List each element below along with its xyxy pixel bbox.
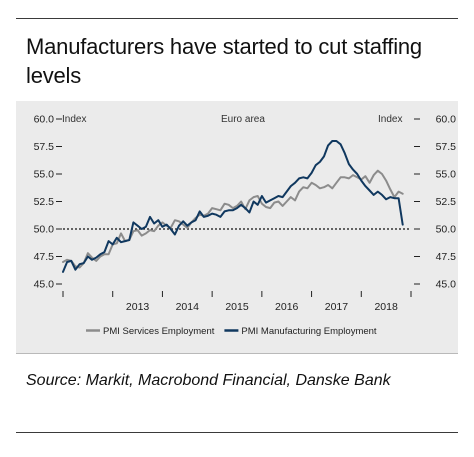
source-rule <box>16 353 458 354</box>
x-tick-label: 2018 <box>374 301 398 313</box>
x-tick-label: 2015 <box>225 301 249 313</box>
chart-subtitle: Euro area <box>221 114 265 125</box>
y-tick-right-label: 45.0 <box>436 279 457 291</box>
chart-panel <box>16 101 458 353</box>
y-tick-left-label: 55.0 <box>34 169 55 181</box>
bottom-rule <box>16 432 458 433</box>
x-tick-label: 2017 <box>325 301 349 313</box>
chart-title: Manufacturers have started to cut staffi… <box>26 34 422 88</box>
y-tick-left-label: 45.0 <box>34 279 55 291</box>
right-axis-label: Index <box>378 114 402 125</box>
legend-label-services: PMI Services Employment <box>103 326 215 337</box>
y-tick-right-label: 50.0 <box>436 224 457 236</box>
legend-label-manufacturing: PMI Manufacturing Employment <box>241 326 377 337</box>
x-tick-label: 2014 <box>176 301 200 313</box>
y-tick-right-label: 47.5 <box>436 251 457 263</box>
y-tick-right-label: 52.5 <box>436 196 457 208</box>
y-tick-left-label: 47.5 <box>34 251 55 263</box>
y-tick-right-label: 57.5 <box>436 141 457 153</box>
x-tick-label: 2016 <box>275 301 299 313</box>
left-axis-label: Index <box>62 114 86 125</box>
top-rule <box>16 18 458 19</box>
y-tick-left-label: 50.0 <box>34 224 55 236</box>
x-tick-label: 2013 <box>126 301 150 313</box>
series-line-services <box>62 169 404 269</box>
line-chart: 60.0 57.5 55.0 52.5 50.0 47.5 45.0 60.0 57.5 55.… <box>34 114 457 338</box>
y-tick-right-label: 60.0 <box>436 114 457 126</box>
series-line-manufacturing <box>62 140 404 273</box>
source-note: Source: Markit, Macrobond Financial, Dan… <box>26 372 391 389</box>
y-tick-left-label: 52.5 <box>34 196 55 208</box>
y-tick-left-label: 57.5 <box>34 141 55 153</box>
y-tick-left-label: 60.0 <box>34 114 55 126</box>
y-tick-right-label: 55.0 <box>436 169 457 181</box>
